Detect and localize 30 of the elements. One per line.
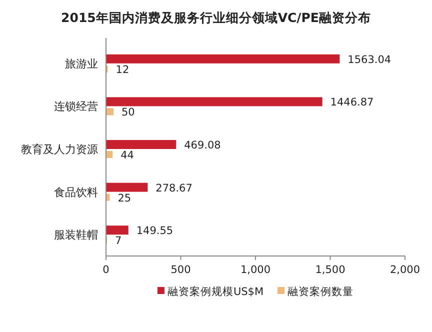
x-tick-label: 1,000 — [240, 264, 271, 276]
chart-title: 2015年国内消费及服务行业细分领域VC/PE融资分布 — [61, 10, 371, 25]
x-tick-label: 2,000 — [390, 264, 420, 276]
y-tick-label: 服装鞋帽 — [54, 228, 98, 242]
x-tick-label: 1,500 — [315, 264, 346, 276]
bar — [106, 54, 340, 64]
data-label: 50 — [121, 106, 135, 119]
x-tick-label: 0 — [102, 264, 110, 276]
data-label: 44 — [120, 150, 134, 162]
y-tick-label: 食品饮料 — [54, 186, 98, 199]
data-label: 7 — [115, 235, 122, 248]
y-tick-label: 旅游业 — [65, 57, 98, 70]
y-tick-label: 教育及人力资源 — [21, 143, 98, 156]
legend-label: 融资案例数量 — [288, 285, 354, 298]
bar — [106, 108, 114, 116]
legend-label: 融资案例规模US$M — [167, 285, 264, 298]
data-label: 1446.87 — [330, 96, 374, 109]
data-label: 1563.04 — [348, 54, 392, 66]
data-label: 149.55 — [136, 225, 174, 238]
bar — [106, 140, 176, 149]
bar — [106, 226, 128, 235]
x-tick-label: 500 — [170, 264, 191, 276]
data-label: 25 — [118, 192, 132, 204]
bar — [106, 151, 113, 158]
data-label: 12 — [116, 64, 130, 76]
data-label: 469.08 — [184, 140, 221, 152]
bar — [106, 97, 322, 106]
data-label: 278.67 — [156, 182, 192, 194]
y-tick-label: 连锁经营 — [54, 100, 98, 114]
bar — [106, 182, 148, 192]
